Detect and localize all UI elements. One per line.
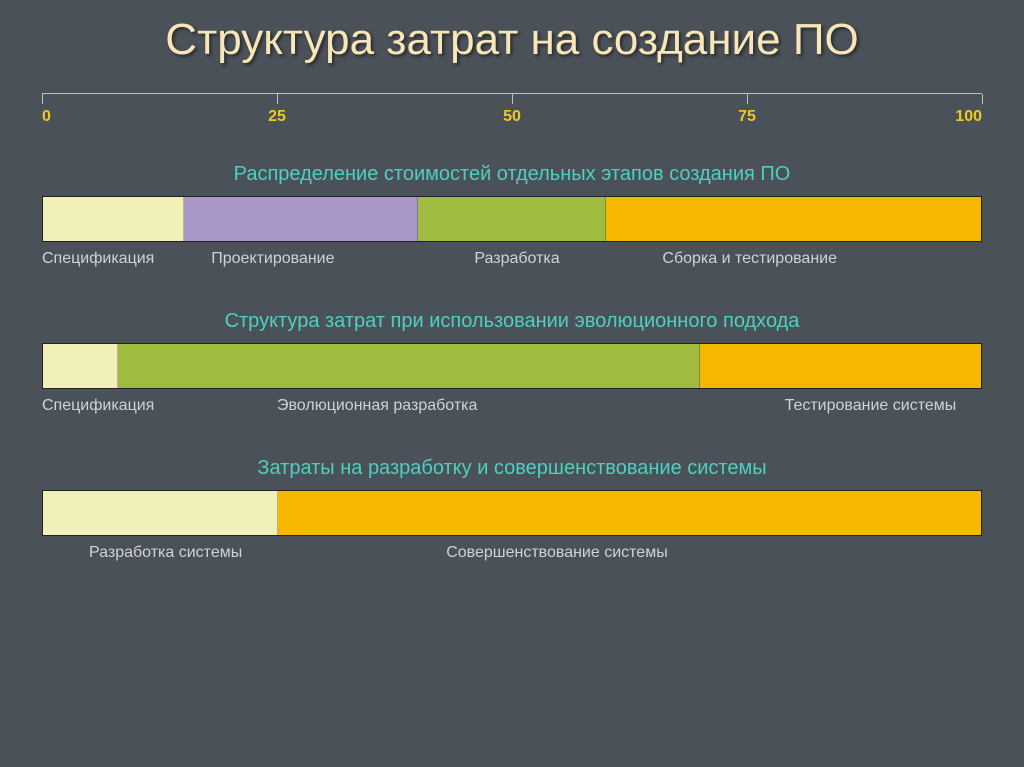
segment-labels-row: Разработка системыСовершенствование сист…	[42, 544, 982, 562]
stacked-bar	[42, 196, 982, 242]
bar-segment	[184, 197, 419, 241]
charts-container: Распределение стоимостей отдельных этапо…	[30, 163, 994, 562]
segment-label: Проектирование	[183, 250, 418, 268]
scale-tick	[277, 94, 278, 104]
bar-segment	[418, 197, 606, 241]
bar-segment	[278, 491, 982, 535]
bar-segment	[700, 344, 981, 388]
slide-root: Структура затрат на создание ПО 02550751…	[0, 0, 1024, 767]
bar-segment	[118, 344, 700, 388]
chart-title: Распределение стоимостей отдельных этапо…	[42, 163, 982, 186]
bar-segment	[43, 344, 118, 388]
scale-tick	[747, 94, 748, 104]
segment-label: Разработка	[418, 250, 606, 268]
slide-title: Структура затрат на создание ПО	[30, 15, 994, 65]
segment-label: Разработка системы	[42, 544, 277, 562]
scale-tick-label: 100	[955, 108, 982, 126]
segment-label: Тестирование системы	[700, 397, 982, 415]
scale-tick	[982, 94, 983, 104]
bar-segment	[43, 197, 184, 241]
chart-block: Структура затрат при использовании эволю…	[42, 310, 982, 415]
segment-labels-row: СпецификацияЭволюционная разработкаТести…	[42, 397, 982, 415]
segment-label: Спецификация	[42, 250, 183, 268]
scale-axis: 0255075100	[42, 93, 982, 103]
chart-title: Затраты на разработку и совершенствовани…	[42, 457, 982, 480]
segment-label: Эволюционная разработка	[117, 397, 700, 415]
scale-tick	[512, 94, 513, 104]
scale-tick-label: 50	[503, 108, 521, 126]
stacked-bar	[42, 343, 982, 389]
bar-segment	[606, 197, 981, 241]
segment-label: Сборка и тестирование	[606, 250, 982, 268]
scale-tick-label: 25	[268, 108, 286, 126]
segment-label: Совершенствование системы	[277, 544, 982, 562]
scale-tick-label: 75	[738, 108, 756, 126]
scale-tick	[42, 94, 43, 104]
bar-segment	[43, 491, 278, 535]
scale-tick-label: 0	[42, 108, 51, 126]
segment-labels-row: СпецификацияПроектированиеРазработкаСбор…	[42, 250, 982, 268]
segment-label: Спецификация	[42, 397, 117, 415]
chart-title: Структура затрат при использовании эволю…	[42, 310, 982, 333]
chart-block: Затраты на разработку и совершенствовани…	[42, 457, 982, 562]
stacked-bar	[42, 490, 982, 536]
scale-line: 0255075100	[42, 93, 982, 103]
chart-block: Распределение стоимостей отдельных этапо…	[42, 163, 982, 268]
